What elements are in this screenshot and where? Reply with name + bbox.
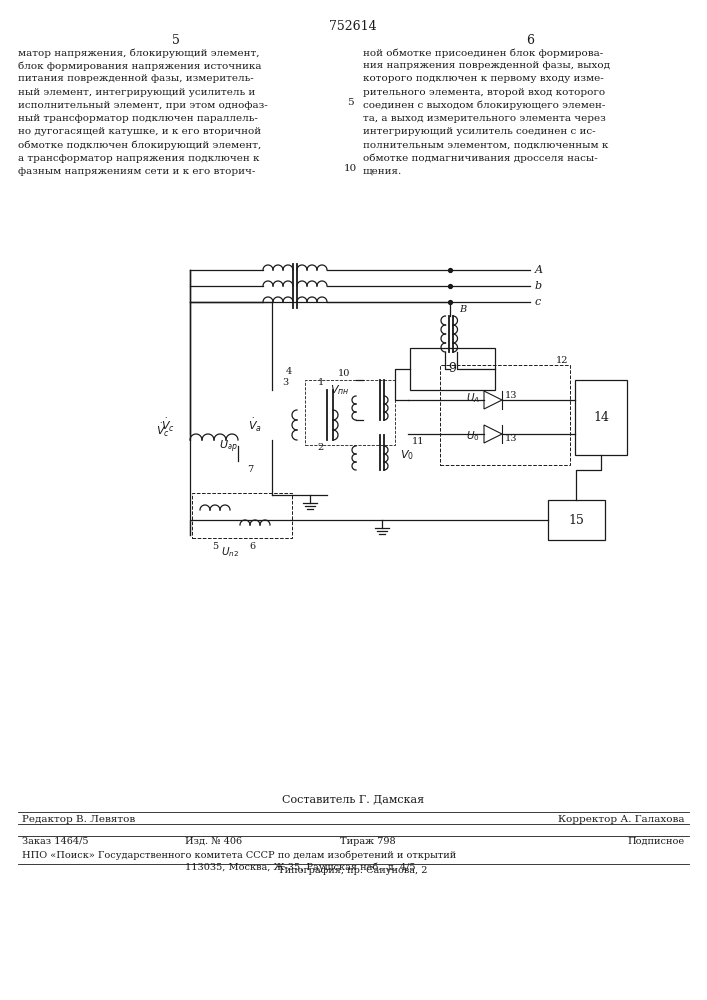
Text: Составитель Г. Дамская: Составитель Г. Дамская bbox=[282, 794, 424, 804]
Text: $\dot{V}_c$: $\dot{V}_c$ bbox=[156, 421, 170, 439]
Text: Типография, пр. Сапунова, 2: Типография, пр. Сапунова, 2 bbox=[279, 866, 428, 875]
Text: B: B bbox=[460, 305, 467, 314]
Text: рительного элемента, второй вход которого: рительного элемента, второй вход которог… bbox=[363, 88, 605, 97]
Text: 13: 13 bbox=[505, 391, 518, 400]
Text: $U_0$: $U_0$ bbox=[467, 429, 480, 443]
Text: $\dot{V}_a$: $\dot{V}_a$ bbox=[248, 416, 262, 434]
Text: 1: 1 bbox=[317, 378, 324, 387]
Text: матор напряжения, блокирующий элемент,: матор напряжения, блокирующий элемент, bbox=[18, 48, 259, 57]
Text: Корректор А. Галахова: Корректор А. Галахова bbox=[559, 815, 685, 824]
Text: обмотке подключен блокирующий элемент,: обмотке подключен блокирующий элемент, bbox=[18, 140, 262, 150]
Text: которого подключен к первому входу изме-: которого подключен к первому входу изме- bbox=[363, 74, 604, 83]
Text: 10: 10 bbox=[338, 369, 350, 378]
Text: 6: 6 bbox=[526, 34, 534, 47]
Bar bbox=[548, 500, 605, 540]
Text: 5: 5 bbox=[212, 542, 218, 551]
Text: c: c bbox=[535, 297, 542, 307]
Text: 12: 12 bbox=[556, 356, 568, 365]
Bar bbox=[192, 493, 292, 538]
Bar bbox=[575, 380, 627, 455]
Text: $U_{\partial p}$: $U_{\partial p}$ bbox=[218, 439, 238, 455]
Text: Редактор В. Левятов: Редактор В. Левятов bbox=[22, 815, 135, 824]
Text: обмотке подмагничивания дросселя насы-: обмотке подмагничивания дросселя насы- bbox=[363, 154, 597, 163]
Text: питания поврежденной фазы, измеритель-: питания поврежденной фазы, измеритель- bbox=[18, 74, 254, 83]
Text: блок формирования напряжения источника: блок формирования напряжения источника bbox=[18, 61, 262, 71]
Text: 9: 9 bbox=[448, 362, 457, 375]
Text: Подписное: Подписное bbox=[628, 837, 685, 846]
Text: $U_{n2}$: $U_{n2}$ bbox=[221, 545, 239, 559]
Text: 3: 3 bbox=[282, 378, 288, 387]
Text: но дугогасящей катушке, и к его вторичной: но дугогасящей катушке, и к его вторично… bbox=[18, 127, 261, 136]
Text: Изд. № 406: Изд. № 406 bbox=[185, 837, 242, 846]
Text: $\dot{V}_c$: $\dot{V}_c$ bbox=[161, 416, 175, 434]
Text: 6: 6 bbox=[249, 542, 255, 551]
Text: 10: 10 bbox=[344, 164, 356, 173]
Text: 15: 15 bbox=[568, 514, 585, 526]
Text: 5: 5 bbox=[346, 98, 354, 107]
Text: 13: 13 bbox=[505, 434, 518, 443]
Text: Заказ 1464/5: Заказ 1464/5 bbox=[22, 837, 88, 846]
Text: 4: 4 bbox=[286, 367, 292, 376]
Text: интегрирующий усилитель соединен с ис-: интегрирующий усилитель соединен с ис- bbox=[363, 127, 595, 136]
Text: 752614: 752614 bbox=[329, 20, 377, 33]
Text: A: A bbox=[535, 265, 543, 275]
Text: 2: 2 bbox=[317, 443, 324, 452]
Text: ный трансформатор подключен параллель-: ный трансформатор подключен параллель- bbox=[18, 114, 258, 123]
Text: а трансформатор напряжения подключен к: а трансформатор напряжения подключен к bbox=[18, 154, 259, 163]
Text: $U_A$: $U_A$ bbox=[466, 391, 480, 405]
Text: ния напряжения поврежденной фазы, выход: ния напряжения поврежденной фазы, выход bbox=[363, 61, 610, 70]
Text: та, а выход измерительного элемента через: та, а выход измерительного элемента чере… bbox=[363, 114, 606, 123]
Text: 14: 14 bbox=[593, 411, 609, 424]
Text: исполнительный элемент, при этом однофаз-: исполнительный элемент, при этом однофаз… bbox=[18, 101, 268, 110]
Text: 5: 5 bbox=[172, 34, 180, 47]
Text: ной обмотке присоединен блок формирова-: ной обмотке присоединен блок формирова- bbox=[363, 48, 603, 57]
Text: $V_0$: $V_0$ bbox=[400, 448, 414, 462]
Bar bbox=[410, 348, 495, 390]
Text: 7: 7 bbox=[247, 466, 253, 475]
Text: полнительным элементом, подключенным к: полнительным элементом, подключенным к bbox=[363, 140, 609, 149]
Text: фазным напряжениям сети и к его вторич-: фазным напряжениям сети и к его вторич- bbox=[18, 167, 255, 176]
Text: 113035, Москва, Ж-35, Раушская наб., д. 4/5: 113035, Москва, Ж-35, Раушская наб., д. … bbox=[185, 863, 416, 872]
Text: Тираж 798: Тираж 798 bbox=[340, 837, 396, 846]
Text: НПО «Поиск» Государственного комитета СССР по делам изобретений и открытий: НПО «Поиск» Государственного комитета СС… bbox=[22, 850, 456, 859]
Text: b: b bbox=[535, 281, 542, 291]
Text: ный элемент, интегрирующий усилитель и: ный элемент, интегрирующий усилитель и bbox=[18, 88, 255, 97]
Text: 11: 11 bbox=[412, 437, 424, 446]
Bar bbox=[440, 365, 570, 465]
Text: щения.: щения. bbox=[363, 167, 402, 176]
Text: $V_{пн}$: $V_{пн}$ bbox=[330, 383, 350, 397]
Text: соединен с выходом блокирующего элемен-: соединен с выходом блокирующего элемен- bbox=[363, 101, 605, 110]
Bar bbox=[305, 380, 395, 445]
